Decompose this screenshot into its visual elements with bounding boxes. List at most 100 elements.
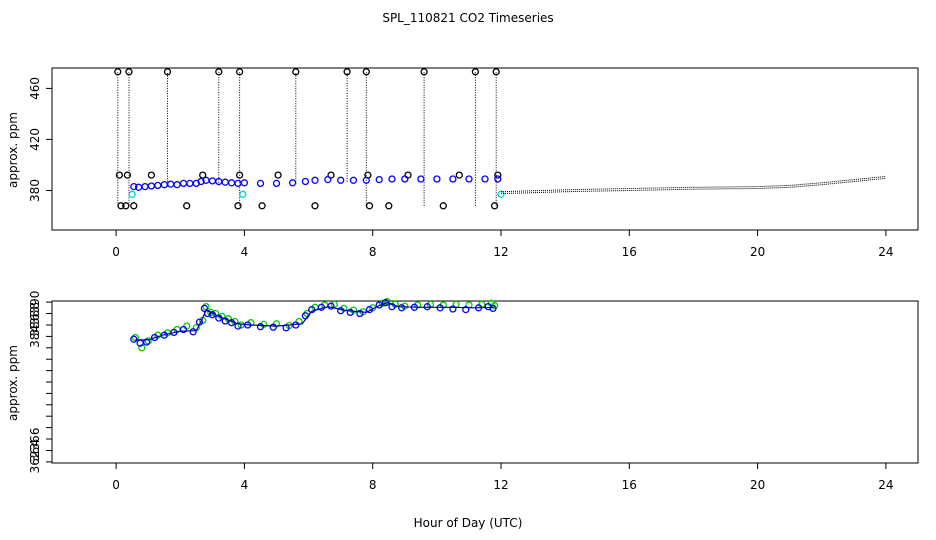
data-point (234, 322, 242, 330)
data-point (199, 171, 207, 179)
data-point (301, 177, 310, 186)
data-point (186, 179, 194, 188)
x-tick-label: 12 (493, 478, 508, 492)
trace-segment (565, 190, 630, 193)
data-point (179, 325, 188, 334)
series-background (500, 175, 886, 195)
trace-segment (853, 175, 886, 181)
trace-segment (565, 188, 630, 191)
x-tick-label: 0 (112, 478, 120, 492)
data-point (122, 202, 130, 210)
series-min-max-range (117, 71, 497, 206)
x-tick-label: 20 (750, 478, 765, 492)
data-point (141, 182, 149, 191)
data-point (349, 176, 358, 184)
data-point (308, 305, 316, 314)
data-point (227, 179, 236, 187)
x-tick-label: 20 (750, 245, 765, 259)
data-point (497, 190, 505, 198)
data-point (269, 323, 277, 331)
data-point (208, 177, 217, 185)
data-point (494, 175, 502, 183)
x-tick-label: 24 (878, 478, 893, 492)
data-point (202, 303, 210, 311)
y-tick-label: 390 (28, 291, 42, 314)
y-tick-label: 386 (28, 314, 42, 337)
data-point (117, 202, 125, 210)
data-point (388, 175, 396, 183)
trace-segment (693, 186, 758, 188)
data-point (439, 202, 447, 210)
data-point (215, 68, 223, 76)
y-tick-label: 384 (28, 325, 42, 348)
y-tick-label: 366 (28, 428, 42, 451)
x-tick-label: 16 (622, 245, 637, 259)
series-flagged (128, 190, 505, 198)
y-tick-label: 380 (28, 179, 42, 202)
series-low-outliers (117, 202, 499, 210)
x-axis-label: Hour of Day (UTC) (414, 516, 523, 530)
x-tick-label: 8 (369, 478, 377, 492)
data-point (234, 202, 242, 210)
data-point (481, 175, 489, 183)
data-point (200, 304, 209, 313)
data-point (258, 202, 266, 210)
x-tick-label: 12 (493, 245, 508, 259)
data-point (160, 181, 168, 189)
chart-title: SPL_110821 CO2 Timeseries (382, 11, 553, 25)
data-point (154, 181, 162, 190)
data-point (383, 297, 391, 306)
x-tick-label: 16 (622, 478, 637, 492)
data-point (385, 202, 393, 210)
data-point (115, 171, 124, 179)
data-point (417, 175, 425, 183)
data-point (144, 337, 152, 345)
trace-segment (789, 184, 822, 188)
x-tick-label: 4 (241, 478, 249, 492)
data-point (324, 175, 332, 184)
x-axis: 0 4 8 12 16 20 24 (112, 463, 894, 492)
data-point (465, 175, 473, 183)
data-point (221, 178, 229, 186)
y-axis: 380 420 460 (28, 77, 52, 202)
data-point (189, 328, 197, 336)
data-point (455, 171, 463, 179)
data-point (337, 307, 345, 315)
data-point (449, 305, 457, 313)
data-point (167, 180, 175, 188)
series-fit-line (135, 302, 495, 341)
data-point (462, 305, 470, 314)
plot-frame (51, 67, 919, 231)
plot-frame (51, 300, 919, 464)
trace-segment (821, 179, 854, 184)
y-tick-label: 420 (28, 128, 42, 151)
data-point (484, 303, 492, 311)
data-point (404, 171, 412, 179)
data-point (234, 179, 242, 188)
data-point (489, 304, 497, 313)
data-point (420, 68, 428, 76)
data-point (311, 176, 319, 184)
data-point (343, 68, 351, 76)
series-measurements (130, 175, 502, 191)
x-tick-label: 0 (112, 245, 120, 259)
data-point (292, 68, 300, 76)
trace-segment (789, 182, 822, 186)
data-point (433, 175, 441, 183)
data-point (235, 68, 244, 76)
y-tick-label: 362 (28, 450, 42, 473)
bottom-y-axis-label: approx. ppm (6, 345, 20, 421)
trace-segment (629, 188, 694, 191)
data-point (327, 302, 335, 310)
data-point (183, 202, 191, 210)
trace-segment (629, 186, 694, 189)
fit-line (135, 302, 495, 341)
data-point (147, 182, 156, 190)
data-point (128, 190, 136, 198)
data-point (221, 317, 229, 325)
data-point (256, 179, 265, 188)
x-tick-label: 4 (241, 245, 249, 259)
